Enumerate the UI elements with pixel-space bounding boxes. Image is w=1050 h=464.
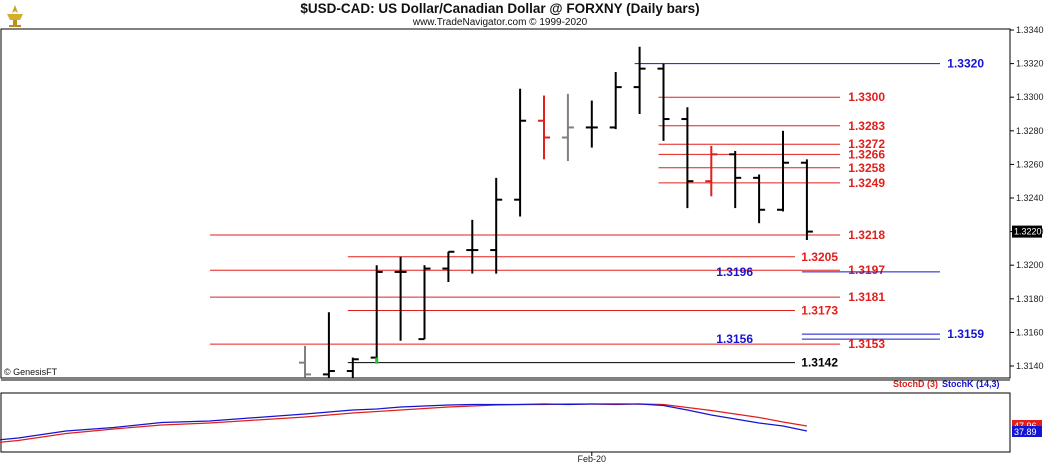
ohlc-bar <box>346 357 359 378</box>
y-tick-label: 1.3200 <box>1016 260 1044 270</box>
genesis-credit: © GenesisFT <box>4 367 58 377</box>
y-tick-label: 1.3140 <box>1016 361 1044 371</box>
y-tick-label: 1.3160 <box>1016 327 1044 337</box>
y-tick-label: 1.3260 <box>1016 159 1044 169</box>
y-tick-label: 1.3180 <box>1016 294 1044 304</box>
ohlc-bar <box>322 312 335 378</box>
ohlc-bar <box>657 63 670 141</box>
ohlc-bar <box>514 88 527 217</box>
level-label: 1.3181 <box>848 290 885 304</box>
ohlc-bar <box>777 130 789 212</box>
stochd-value-tag <box>1012 420 1042 431</box>
ohlc-bar <box>561 93 574 162</box>
y-tick-label: 1.3340 <box>1016 25 1044 35</box>
ohlc-bar <box>370 265 383 364</box>
last-price-tag <box>1012 225 1042 238</box>
x-tick-label: Feb-20 <box>578 454 607 464</box>
stochk-value-tag <box>1012 426 1042 437</box>
y-tick-label: 1.3320 <box>1016 59 1044 69</box>
ohlc-bar <box>538 95 550 160</box>
level-label: 1.3197 <box>848 263 885 277</box>
last-price-label: 1.3220 <box>1014 227 1042 237</box>
level-label: 1.3283 <box>848 119 885 133</box>
y-tick-label: 1.3300 <box>1016 92 1044 102</box>
ohlc-bar <box>633 46 646 114</box>
y-tick-label: 1.3280 <box>1016 126 1044 136</box>
ohlc-bar <box>705 145 718 197</box>
level-label: 1.3266 <box>848 147 885 161</box>
level-label: 1.3320 <box>947 57 984 71</box>
stochastic-series-line <box>0 403 808 441</box>
level-label: 1.3173 <box>801 304 838 318</box>
stochastic-pane <box>0 392 1011 453</box>
ohlc-bar <box>490 177 503 274</box>
chart-subtitle: www.TradeNavigator.com © 1999-2020 <box>412 17 588 28</box>
chart-title: $USD-CAD: US Dollar/Canadian Dollar @ FO… <box>300 1 700 16</box>
level-label: 1.3142 <box>801 356 838 370</box>
level-label: 1.3196 <box>716 265 753 279</box>
y-tick-label: 1.3240 <box>1016 193 1044 203</box>
level-label: 1.3300 <box>848 90 885 104</box>
price-pane <box>0 28 1011 379</box>
level-label: 1.3159 <box>947 327 984 341</box>
level-label: 1.3205 <box>801 250 838 264</box>
level-label: 1.3156 <box>716 332 753 346</box>
ohlc-bar <box>394 256 407 341</box>
trade-navigator-logo-icon <box>4 4 26 28</box>
stochastic-series-line <box>0 403 807 443</box>
level-label: 1.3272 <box>848 137 885 151</box>
legend-stochd: StochD (3) <box>893 379 938 389</box>
ohlc-bar <box>418 265 431 341</box>
level-label: 1.3258 <box>848 161 885 175</box>
ohlc-bar <box>800 159 813 240</box>
ohlc-bar <box>585 100 598 148</box>
ohlc-bar <box>466 219 479 274</box>
level-label: 1.3153 <box>848 337 885 351</box>
ohlc-bar <box>299 345 311 378</box>
stochk-value-label: 37.89 <box>1014 427 1037 437</box>
level-label: 1.3218 <box>848 228 885 242</box>
level-label: 1.3249 <box>848 176 885 190</box>
legend-stochk: StochK (14,3) <box>942 379 1000 389</box>
ohlc-bar <box>681 107 694 209</box>
ohlc-bar <box>442 250 455 282</box>
ohlc-bar <box>609 72 622 130</box>
ohlc-bar <box>753 174 766 224</box>
ohlc-bar <box>729 150 742 209</box>
